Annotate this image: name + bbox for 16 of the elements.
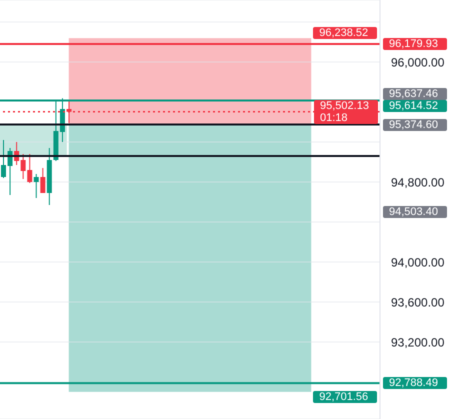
candlestick [34, 174, 39, 198]
band-label: 92,701.56 [313, 390, 378, 403]
band-label: 96,238.52 [313, 27, 378, 40]
y-tick-label: 94,000.00 [391, 255, 445, 270]
y-tick-label: 93,200.00 [391, 335, 445, 350]
ref-line-label: 96,179.93 [383, 38, 447, 50]
text: 95,637.46 [383, 88, 447, 100]
y-tick-label: 93,600.00 [391, 295, 445, 310]
text: 95,374.60 [383, 118, 447, 131]
ref-line-label: 95,614.52 [383, 100, 447, 112]
ref-line-label: 95,502.13 01:18 [314, 100, 378, 124]
ref-line-label: 92,788.49 [383, 377, 447, 390]
text: 94,503.40 [383, 206, 447, 218]
candlestick [40, 168, 46, 194]
y-tick-label: 96,000.00 [391, 55, 445, 70]
y-tick-label: 94,800.00 [391, 175, 445, 190]
